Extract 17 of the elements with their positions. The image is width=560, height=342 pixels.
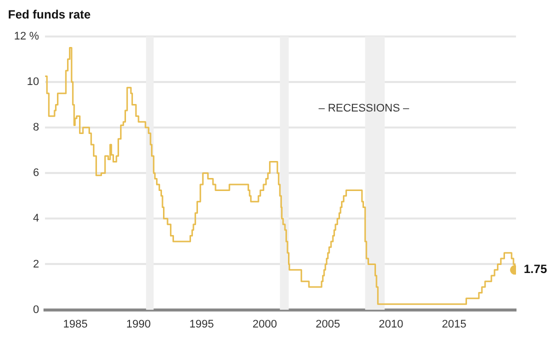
x-tick-label: 2000 bbox=[252, 318, 277, 330]
annotation: – RECESSIONS – bbox=[318, 102, 410, 114]
x-tick-label: 1990 bbox=[126, 318, 151, 330]
x-tick-label: 2005 bbox=[316, 318, 340, 330]
y-tick-label: 8 bbox=[32, 122, 40, 134]
x-tick-label: 2010 bbox=[378, 318, 404, 330]
y-tick-label: 0 bbox=[32, 304, 40, 316]
y-tick-label: 10 bbox=[26, 76, 40, 88]
x-tick-label: 1985 bbox=[63, 318, 88, 330]
chart-title: Fed funds rate bbox=[8, 8, 91, 22]
y-tick-label: 6 bbox=[32, 167, 40, 180]
data-label: 1.75 bbox=[524, 262, 548, 276]
y-tick-label: 2 bbox=[32, 258, 40, 270]
y-tick-label: 4 bbox=[32, 212, 40, 225]
x-tick-label: 1995 bbox=[189, 318, 214, 330]
y-tick-label: 12 % bbox=[14, 30, 40, 42]
x-tick-label: 2015 bbox=[442, 318, 466, 330]
